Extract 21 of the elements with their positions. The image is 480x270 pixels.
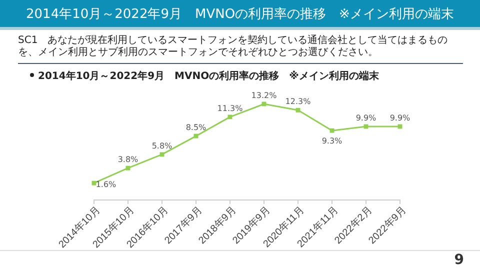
data-label: 9.9% — [390, 114, 411, 122]
chart-title: 2014年10月～2022年9月 MVNOの利用率の推移 ※メイン利用の端末 — [0, 0, 480, 30]
point — [126, 166, 130, 170]
data-label: 9.3% — [322, 136, 343, 146]
chart-subtitle: 2014年10月～2022年9月 MVNOの利用率の推移 ※メイン利用の端末 — [38, 70, 380, 82]
data-label: 11.3% — [217, 104, 244, 113]
point — [92, 180, 96, 186]
point — [160, 152, 164, 157]
data-label: 13.2% — [251, 91, 278, 100]
point — [330, 128, 334, 133]
text: SC1 あなたが現在利用しているスマートフォンを契約している通信会社として当てはまるものを、メイン利用とサブ利用のスマートフォンでそれぞれひとつお選びください。 — [18, 35, 449, 59]
data-label: 5.8% — [152, 141, 173, 150]
point — [194, 134, 198, 138]
point — [228, 114, 232, 120]
text: 9 — [454, 252, 464, 268]
data-label: 3.8% — [118, 155, 139, 164]
data-label: 8.5% — [186, 123, 207, 132]
data-label: 12.3% — [285, 97, 312, 106]
data-label: 9.9% — [356, 114, 377, 122]
point — [296, 108, 300, 112]
data-label: 1.6% — [96, 180, 117, 190]
